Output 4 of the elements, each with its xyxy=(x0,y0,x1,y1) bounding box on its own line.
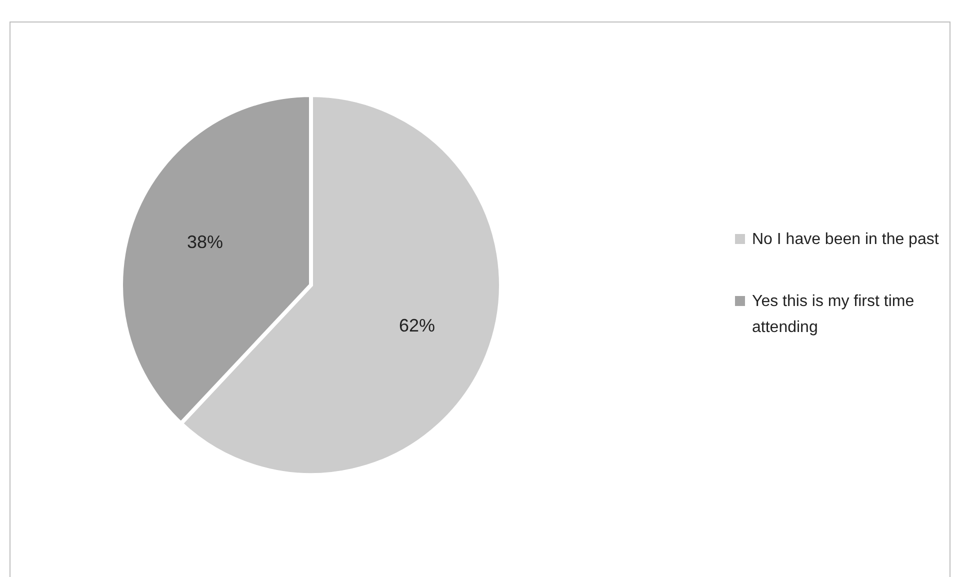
data-label: 62% xyxy=(398,316,436,336)
legend-label: Yes this is my first time attending xyxy=(752,293,914,336)
data-label: 38% xyxy=(186,232,224,252)
legend-label: No I have been in the past xyxy=(752,231,940,248)
